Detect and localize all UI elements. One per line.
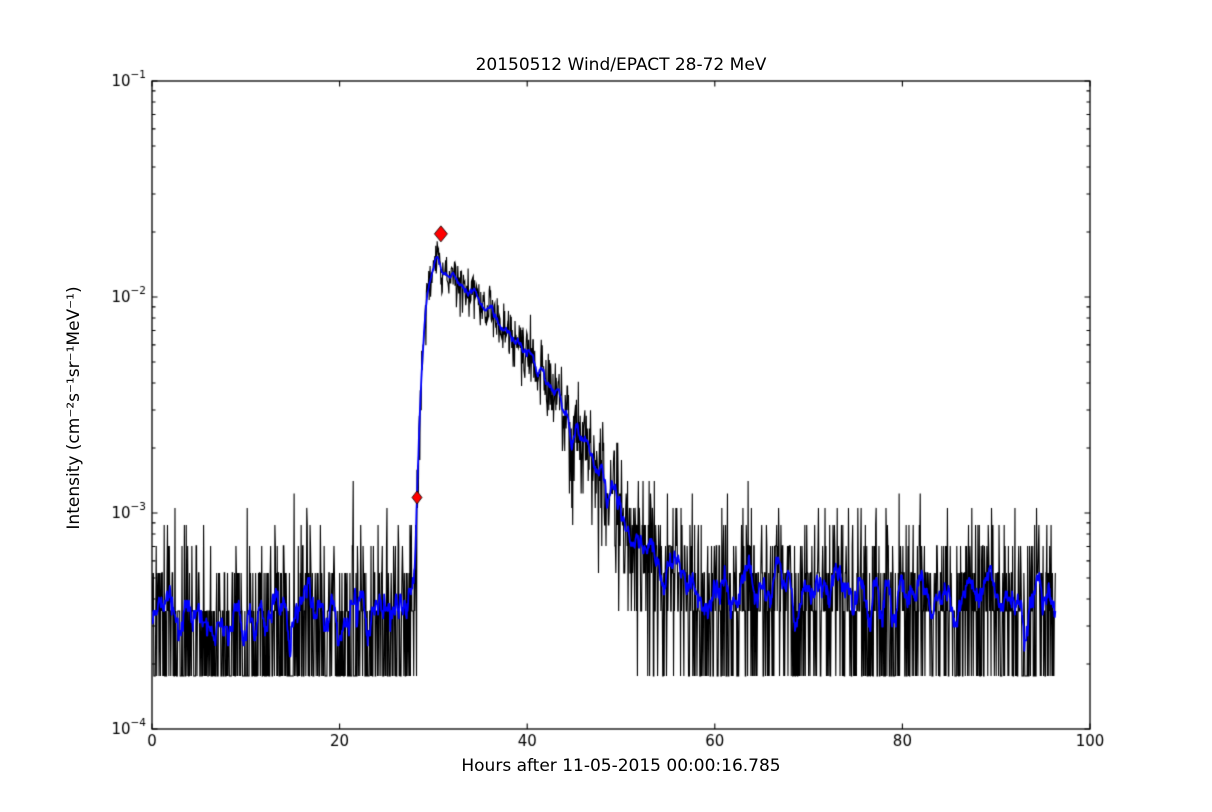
plot-title: 20150512 Wind/EPACT 28-72 MeV (475, 55, 767, 75)
x-axis-label: Hours after 11-05-2015 00:00:16.785 (461, 756, 781, 776)
y-axis-label: Intensity (cm⁻²s⁻¹sr⁻¹MeV⁻¹) (64, 286, 84, 530)
